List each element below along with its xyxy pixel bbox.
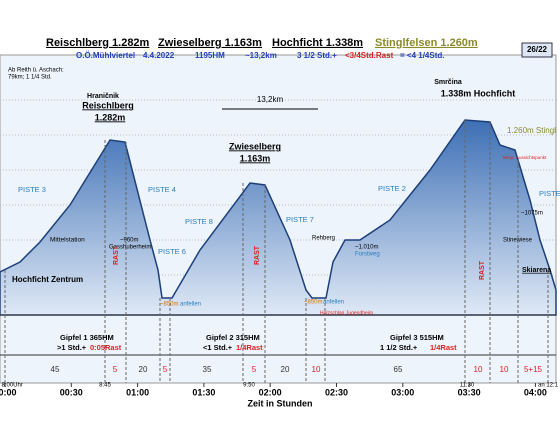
duration: 20 [281, 365, 290, 374]
rest-label: RAST [479, 260, 486, 280]
header-peak: Stinglfelsen 1.260m [375, 37, 478, 49]
leg-time: <1 Std.+ [203, 343, 233, 352]
place: ~1075m [521, 211, 543, 217]
distance: 13,2km [257, 95, 284, 104]
summit: Smrčina [434, 79, 462, 86]
info: <3/4Std.Rast [345, 51, 394, 60]
place: Skiarena [522, 267, 551, 274]
leg-title: Gipfel 2 315HM [206, 333, 260, 342]
place: ~960m [120, 238, 139, 244]
tick-label: 02:30 [325, 387, 348, 397]
leg-rest: 1/4Rast [430, 343, 457, 352]
place: Holzschlag Jugendheim [320, 310, 373, 316]
page-number: 26/22 [527, 45, 548, 54]
clock-time: 9:50 [243, 383, 255, 389]
duration: 10 [312, 365, 321, 374]
summit: Zwieselberg [229, 141, 281, 151]
piste: PISTE 8 [185, 217, 213, 226]
summit: Hraničnik [87, 93, 119, 100]
place: Mittelstation [50, 237, 85, 244]
place: ~850m [160, 302, 179, 308]
tick-label: 04:00 [524, 387, 547, 397]
leg-rest: 0:05Rast [90, 343, 122, 352]
piste: PISTE 3 [18, 185, 46, 194]
duration: 10 [500, 365, 509, 374]
place: anfellen [180, 302, 201, 308]
clock-time: 8:45 [99, 383, 111, 389]
clock-time: an 12:1 [538, 383, 559, 389]
tick-label: 01:30 [192, 387, 215, 397]
info: O.Ö.Mühlviertel [76, 51, 135, 60]
durations: 45 5 20 5 35 5 20 10 65 10 10 5+15 [51, 365, 543, 374]
place: Rehberg [312, 236, 335, 242]
note: 79km; 1 1/4 Std. [8, 75, 52, 81]
summit: 1.338m Hochficht [441, 88, 516, 98]
tick-label: 03:00 [391, 387, 414, 397]
clock-times: ab 8:00Uhr 8:45 9:50 11:30 an 12:1 [0, 383, 559, 389]
place: Forstweg [355, 252, 380, 258]
piste: PISTE 4 [148, 185, 176, 194]
piste: PISTE [539, 189, 560, 198]
place: Stinewiese [503, 238, 533, 244]
summit: 1.282m [95, 112, 126, 122]
page-badge [521, 42, 553, 58]
duration: 5 [163, 365, 168, 374]
leg-rest: 1/4Rast [236, 343, 263, 352]
summit: 1.260m Stingl [507, 126, 556, 135]
piste: PISTE 7 [286, 215, 314, 224]
clock-time: ab 8:00Uhr [0, 383, 23, 389]
tick-label: 00:30 [60, 387, 83, 397]
rest-label: RAST [254, 245, 261, 265]
leg-time: >1 Std.+ [57, 343, 87, 352]
leg-title: Gipfel 3 515HM [390, 333, 444, 342]
place: ~850m [304, 300, 323, 306]
summit: Reischlberg [82, 100, 134, 110]
duration: 35 [203, 365, 212, 374]
piste: PISTE 6 [158, 247, 186, 256]
info: = <4 1/4Std. [400, 51, 444, 60]
place: Bergr. Aussichtspunkt [503, 155, 547, 160]
duration: 5 [113, 365, 118, 374]
tick-label: 01:00 [126, 387, 149, 397]
header-peak: Reischlberg 1.282m [46, 37, 150, 49]
duration: 20 [139, 365, 148, 374]
header-peak: Zwieselberg 1.163m [158, 37, 262, 49]
info: 3 1/2 Std.+ [297, 51, 337, 60]
leg-time: 1 1/2 Std.+ [380, 343, 418, 352]
place: Hochficht Zentrum [12, 275, 83, 284]
piste: PISTE 2 [378, 184, 406, 193]
rest-label: RAST [113, 245, 120, 265]
place: anfellen [323, 300, 344, 306]
leg-title: Gipfel 1 365HM [60, 333, 114, 342]
info: 1195HM [195, 51, 225, 60]
duration: 5+15 [524, 365, 543, 374]
tick-label: 03:30 [458, 387, 481, 397]
tick-label: 00:00 [0, 387, 17, 397]
axis-title: Zeit in Stunden [248, 398, 313, 408]
elevation-profile [0, 119, 557, 316]
duration: 65 [394, 365, 403, 374]
place: ~1.010m [355, 245, 379, 251]
place: Gasshuberheim [109, 245, 151, 251]
duration: 10 [474, 365, 483, 374]
info: 4.4.2022 [143, 51, 175, 60]
header-peak: Hochficht 1.338m [272, 37, 363, 49]
time-axis: 00:00 00:30 01:00 01:30 02:00 02:30 03:00 03:30… [0, 383, 547, 397]
duration: 45 [51, 365, 60, 374]
clock-time: 11:30 [460, 383, 475, 389]
tick-label: 02:00 [259, 387, 282, 397]
segment-lines [4, 120, 549, 383]
summit: 1.163m [240, 153, 271, 163]
note: Ab Reith ü. Aschach: [8, 68, 64, 74]
duration: 5 [252, 365, 257, 374]
info: ~13,2km [245, 51, 277, 60]
